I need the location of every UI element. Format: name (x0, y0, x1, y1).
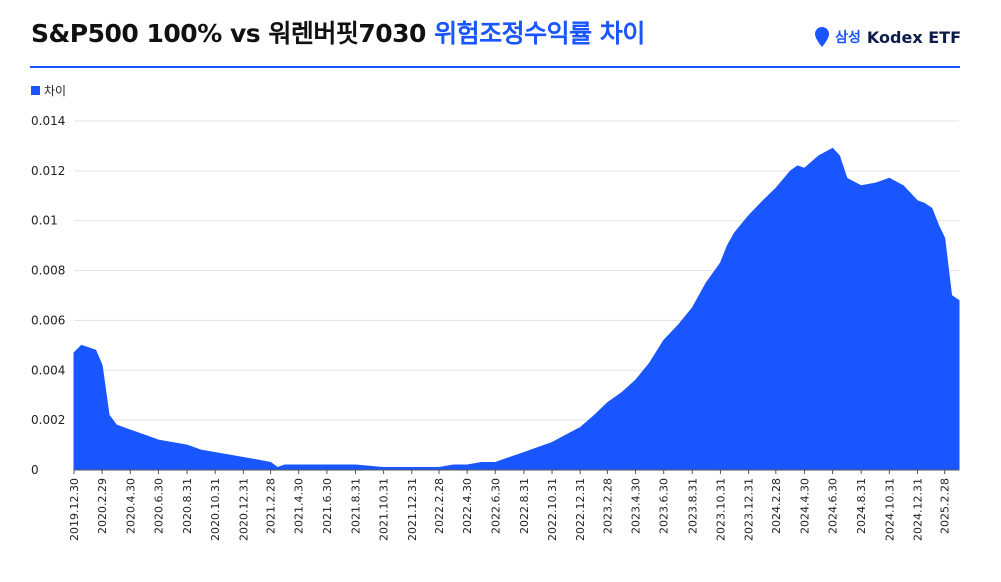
brand-name: Kodex ETF (866, 27, 961, 47)
brand-samsung: 삼성 (835, 30, 861, 46)
x-tick-label: 2022.10.31 (546, 478, 559, 541)
x-tick-label: 2024.4.30 (798, 478, 811, 534)
y-tick-label: 0 (31, 463, 39, 477)
x-tick-label: 2021.12.31 (406, 478, 419, 541)
y-tick-label: 0.002 (31, 413, 65, 427)
y-tick-label: 0.008 (31, 264, 65, 278)
brand-logo: 삼성 Kodex ETF (815, 26, 961, 48)
x-tick-label: 2024.12.31 (911, 478, 924, 541)
chart-title-main: S&P500 100% vs 워렌버핏7030 (31, 19, 426, 48)
legend-swatch (31, 86, 40, 95)
x-tick-label: 2022.12.31 (574, 478, 587, 541)
x-tick-label: 2025.2.28 (939, 478, 952, 534)
x-tick-label: 2023.6.30 (658, 478, 671, 534)
x-tick-label: 2023.8.31 (686, 478, 699, 534)
x-tick-label: 2022.2.28 (433, 478, 446, 534)
x-tick-label: 2022.6.30 (489, 478, 502, 534)
y-tick-label: 0.014 (31, 114, 65, 128)
location-pin-icon (815, 27, 830, 47)
x-tick-label: 2021.6.30 (321, 478, 334, 534)
x-tick-label: 2020.8.31 (181, 478, 194, 534)
y-tick-label: 0.01 (31, 214, 58, 228)
x-tick-label: 2023.10.31 (714, 478, 727, 541)
x-tick-label: 2024.10.31 (883, 478, 896, 541)
x-tick-label: 2019.12.30 (68, 478, 81, 541)
x-tick-label: 2023.12.31 (743, 478, 756, 541)
y-tick-label: 0.006 (31, 313, 65, 327)
x-tick-label: 2020.12.31 (237, 478, 250, 541)
x-tick-label: 2020.10.31 (209, 478, 222, 541)
x-tick-label: 2023.4.30 (630, 478, 643, 534)
x-tick-label: 2020.2.29 (96, 478, 109, 534)
legend-label: 차이 (44, 84, 67, 98)
chart-title: S&P500 100% vs 워렌버핏7030 위험조정수익률 차이 (31, 14, 645, 54)
x-tick-label: 2023.2.28 (601, 478, 614, 534)
x-tick-label: 2024.2.28 (770, 478, 783, 534)
title-divider (30, 66, 960, 68)
y-tick-label: 0.012 (31, 164, 65, 178)
x-tick-label: 2021.8.31 (349, 478, 362, 534)
x-tick-label: 2021.4.30 (293, 478, 306, 534)
chart-legend: 차이 (31, 82, 66, 99)
x-tick-label: 2021.10.31 (378, 478, 391, 541)
x-tick-label: 2022.8.31 (518, 478, 531, 534)
y-tick-label: 0.004 (31, 363, 65, 377)
x-tick-label: 2024.6.30 (827, 478, 840, 534)
x-tick-label: 2020.4.30 (124, 478, 137, 534)
x-tick-label: 2021.2.28 (265, 478, 278, 534)
x-tick-label: 2024.8.31 (855, 478, 868, 534)
series-area (73, 147, 960, 471)
chart-title-accent: 위험조정수익률 차이 (434, 19, 645, 48)
x-tick-label: 2020.6.30 (152, 478, 165, 534)
x-tick-label: 2022.4.30 (461, 478, 474, 534)
